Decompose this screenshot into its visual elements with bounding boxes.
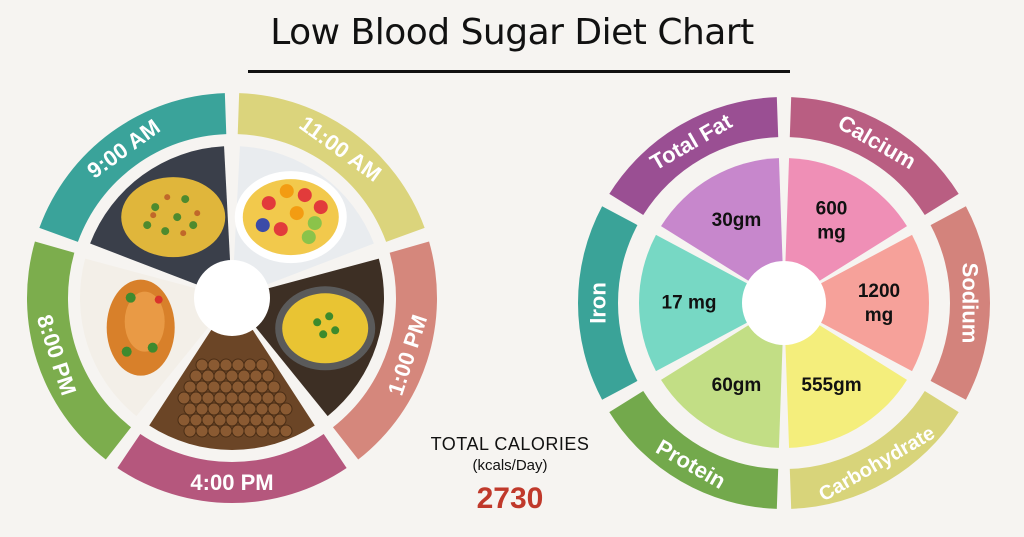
nutrient-value-iron: 17 mg <box>662 293 717 314</box>
nutrient-value-protein: 60gm <box>712 375 762 396</box>
nutrient-label-sodium: Sodium <box>958 263 983 344</box>
nutrient-ring-calcium <box>789 97 959 216</box>
meal-time-segment-4-00-pm <box>117 433 347 504</box>
meal-wheel-center <box>194 260 270 336</box>
nutrient-slice-carbohydrate <box>784 303 907 448</box>
meal-time-segment-11-00-am <box>237 93 425 242</box>
meal-time-label-4-00-pm: 4:00 PM <box>190 470 273 495</box>
total-calories-value: 2730 <box>476 482 544 515</box>
nutrient-ring-carbohydrate <box>789 390 959 509</box>
nutrient-ring-iron <box>578 206 638 400</box>
nutrient-slice-calcium <box>784 158 907 303</box>
nutrient-slice-sodium <box>784 234 929 372</box>
title-underline <box>248 70 790 73</box>
total-calories: TOTAL CALORIES (kcals/Day) 2730 <box>410 434 610 516</box>
meal-time-segment-9-00-am <box>39 93 227 242</box>
nutrient-value-carbohydrate: 555gm <box>801 375 861 396</box>
nutrient-slice-protein <box>661 303 784 448</box>
nutrient-label-iron: Iron <box>586 282 611 324</box>
nutrient-value-calcium: 600 mg <box>816 199 848 244</box>
page-title: Low Blood Sugar Diet Chart <box>270 12 754 53</box>
fruit-bowl-icon <box>232 146 374 298</box>
nutrient-slice-total-fat <box>661 158 784 303</box>
meal-time-segment-1-00-pm <box>332 241 438 460</box>
nutrient-ring-total-fat <box>609 97 779 216</box>
nutrient-value-sodium: 1200 mg <box>858 281 900 326</box>
nutrient-wheel-center <box>742 261 826 345</box>
total-calories-label: TOTAL CALORIES <box>430 434 590 454</box>
nutrient-ring-protein <box>609 390 779 509</box>
total-calories-unit: (kcals/Day) <box>472 457 548 474</box>
nutrient-value-total-fat: 30gm <box>712 210 762 231</box>
meal-time-segment-8-00-pm <box>26 241 132 460</box>
nutrient-slice-iron <box>639 234 784 372</box>
nutrient-ring-sodium <box>930 206 990 400</box>
dal-bowl-icon <box>232 258 384 417</box>
fish-icon <box>80 258 233 417</box>
rice-bowl-icon <box>90 146 233 298</box>
chickpeas-icon <box>149 298 315 450</box>
